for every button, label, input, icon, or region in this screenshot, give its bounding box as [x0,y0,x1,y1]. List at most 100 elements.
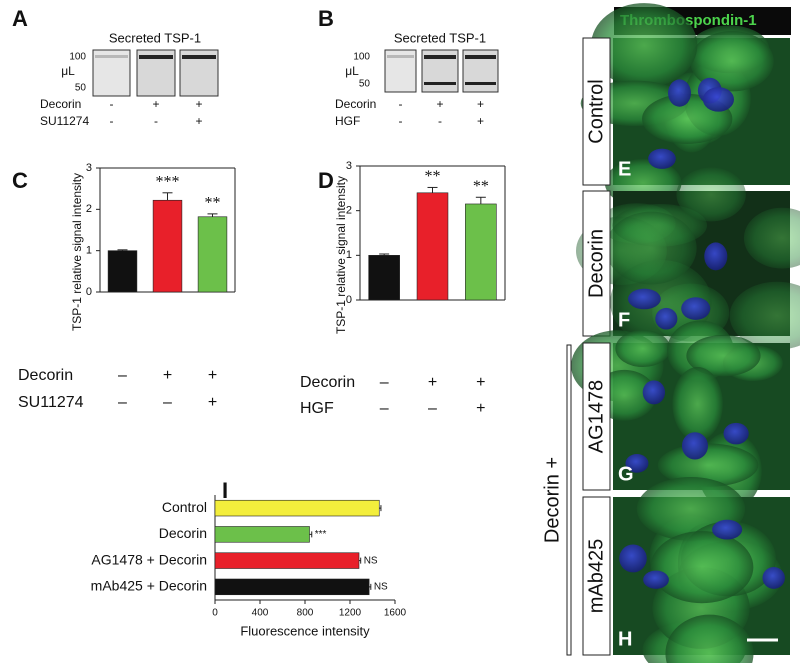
decoration [655,307,678,330]
error-bar [162,192,173,201]
error-bar [427,186,438,193]
category-label: AG1478 + Decorin [91,551,207,567]
decoration [681,432,708,460]
bar [214,499,380,517]
decoration [605,211,697,285]
decoration [95,55,128,58]
condition-mark: + [163,367,172,384]
condition-mark: – [380,374,389,391]
side-label-box [582,342,611,491]
error-bar [379,253,390,256]
panel-label: H [618,628,632,650]
condition-mark: + [208,394,217,411]
condition-mark: – [428,400,437,417]
blot-title: Secreted TSP-1 [394,30,486,45]
decoration [139,55,173,59]
blot-title: Secreted TSP-1 [109,30,201,45]
condition-mark: - [438,114,442,128]
condition-mark: + [476,400,485,417]
condition-mark: + [428,374,437,391]
bar [197,216,228,293]
condition-label: Decorin [585,229,607,298]
decoration [665,614,754,663]
x-tick-label: 1600 [384,608,407,619]
condition-label: Decorin [335,97,376,111]
condition-mark: - [399,97,403,111]
error-bar [379,505,382,512]
side-label-box [582,496,611,656]
side-label-box [582,37,611,186]
decoration [591,3,698,88]
condition-mark: + [477,114,484,128]
panel-label: I [222,478,228,503]
decoration [619,544,647,573]
condition-mark: – [118,394,127,411]
decoration [182,55,216,59]
decoration [642,380,666,405]
panel-label: C [12,168,28,193]
condition-mark: - [110,97,114,111]
condition-label: Decorin [18,367,73,384]
bar [416,192,449,301]
decoration [676,167,746,222]
blot-tick: 50 [359,79,371,90]
decoration [686,334,761,377]
decoration [424,82,456,85]
blot-tick: 100 [69,52,86,63]
blot-tick: 100 [353,52,370,63]
decoration [615,329,671,368]
panel-label: D [318,168,334,193]
decoration [650,531,754,604]
condition-label: SU11274 [40,114,89,128]
side-label-box [582,190,611,337]
bar [214,526,310,543]
decoration [657,443,759,487]
bar [214,552,360,569]
decoration [648,148,676,169]
decoration [625,454,649,473]
condition-mark: - [399,114,403,128]
blot-unit: μL [61,64,75,78]
error-bar [207,213,218,217]
blot-unit: μL [345,64,359,78]
condition-mark: – [163,394,172,411]
decoration [643,570,669,589]
decoration [424,55,456,59]
category-label: Control [162,499,207,515]
x-tick-label: 400 [252,608,269,619]
condition-mark: + [436,97,443,111]
condition-mark: + [195,114,202,128]
group-label: Decorin + [541,457,563,543]
condition-label: SU11274 [18,394,84,411]
decoration [743,207,800,269]
decoration [729,281,800,350]
decoration [712,519,743,540]
condition-mark: + [195,97,202,111]
bar [152,199,183,293]
significance: ** [205,195,221,212]
y-axis-label: TSP-1 relative signal intensity [334,176,348,334]
significance: NS [374,582,388,593]
error-bar [359,557,362,564]
condition-mark: + [476,374,485,391]
condition-mark: - [110,114,114,128]
bar [368,255,400,301]
condition-label: Control [585,79,607,143]
decoration [702,87,735,112]
decoration [387,55,414,58]
y-tick-label: 1 [86,245,92,257]
condition-label: Decorin [40,97,81,111]
x-axis-label: Fluorescence intensity [240,623,370,638]
significance: ** [425,168,441,185]
error-bar [117,249,128,251]
condition-mark: – [380,400,389,417]
error-bar [475,196,486,204]
error-bar [369,583,372,590]
blot-tick: 50 [75,83,87,94]
y-tick-label: 1 [346,249,352,261]
category-label: Decorin [159,525,207,541]
decoration [465,82,496,85]
condition-label: HGF [335,114,360,128]
decoration [668,79,691,107]
